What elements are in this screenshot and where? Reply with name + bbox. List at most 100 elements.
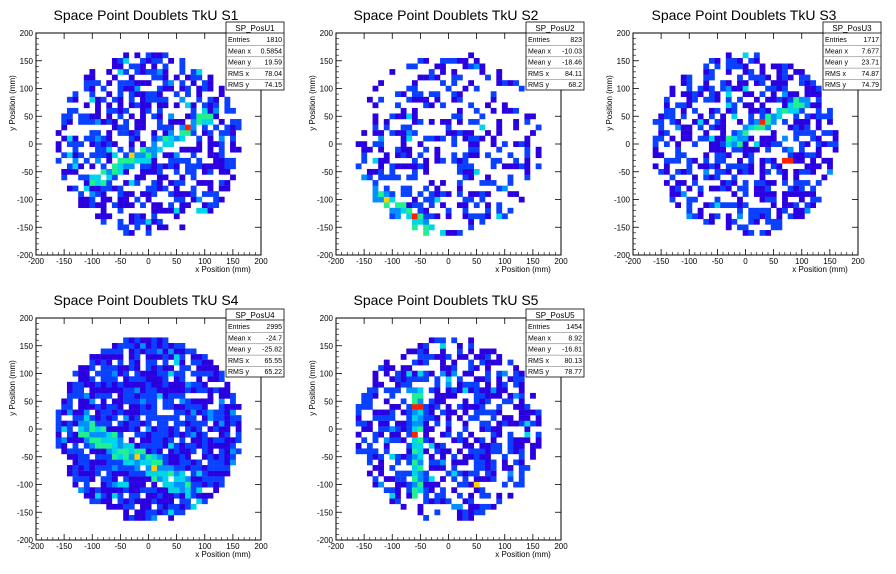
heatmap-cell: [123, 465, 130, 471]
heatmap-cell: [128, 409, 135, 416]
heatmap-cell: [787, 213, 794, 220]
heatmap-cell: [196, 74, 203, 81]
heatmap-cell: [411, 487, 418, 494]
heatmap-cell: [207, 481, 214, 488]
x-tick-label: -150: [56, 257, 73, 266]
heatmap-cell: [162, 96, 169, 103]
heatmap-cell: [663, 130, 670, 136]
heatmap-cell: [518, 381, 525, 388]
heatmap-cell: [111, 342, 118, 349]
heatmap-cell: [230, 135, 236, 142]
heatmap-cell: [95, 354, 101, 360]
heatmap-cell: [417, 398, 424, 405]
heatmap-cell: [78, 392, 85, 399]
heatmap-cell: [151, 437, 158, 444]
heatmap-cell: [151, 146, 158, 153]
heatmap-cell: [406, 442, 413, 449]
x-tick-label: 0: [743, 257, 748, 266]
heatmap-cell: [513, 163, 520, 170]
heatmap-cell: [168, 342, 175, 349]
y-tick-label: -150: [614, 223, 631, 232]
heatmap-cell: [355, 409, 362, 416]
x-tick-label: -150: [356, 257, 373, 266]
heatmap-cell: [518, 163, 525, 170]
heatmap-cell: [530, 448, 536, 455]
heatmap-cell: [162, 152, 169, 159]
heatmap-cell: [106, 426, 113, 432]
heatmap-cell: [100, 354, 107, 360]
heatmap-cell: [230, 453, 236, 460]
heatmap-cell: [400, 163, 407, 170]
heatmap-cell: [117, 69, 124, 75]
heatmap-cell: [417, 437, 424, 444]
heatmap-cell: [179, 476, 186, 482]
heatmap-cell: [168, 163, 175, 170]
heatmap-cell: [201, 124, 208, 131]
heatmap-cell: [230, 459, 236, 466]
heatmap-cell: [111, 381, 118, 388]
heatmap-cell: [417, 207, 424, 214]
heatmap-cell: [411, 404, 418, 410]
heatmap-cell: [383, 370, 390, 377]
heatmap-cell: [798, 168, 805, 175]
heatmap-cell: [479, 348, 486, 355]
heatmap-cell: [173, 381, 180, 388]
heatmap-cell: [213, 470, 220, 477]
x-tick-label: 0: [146, 257, 151, 266]
heatmap-cell: [173, 168, 180, 175]
heatmap-cell: [151, 135, 158, 142]
heatmap-cell: [462, 130, 469, 136]
heatmap-cell: [389, 465, 396, 471]
heatmap-cell: [383, 420, 390, 427]
heatmap-cell: [128, 135, 135, 142]
heatmap-cell: [196, 91, 203, 98]
heatmap-cell: [675, 141, 682, 147]
heatmap-cell: [95, 102, 101, 109]
heatmap-cell: [190, 442, 197, 449]
heatmap-cell: [417, 91, 424, 98]
heatmap-cell: [128, 404, 135, 410]
x-tick-label: 100: [198, 257, 212, 266]
x-tick-label: 0: [446, 257, 451, 266]
heatmap-cell: [128, 459, 135, 466]
heatmap-cell: [440, 448, 446, 455]
y-axis-label: y Position (mm): [308, 360, 317, 416]
heatmap-cell: [213, 426, 220, 432]
heatmap-cell: [804, 91, 811, 98]
heatmap-cell: [759, 107, 766, 114]
heatmap-cell: [145, 96, 152, 103]
heatmap-cell: [451, 74, 458, 81]
heatmap-cell: [218, 180, 225, 186]
heatmap-cell: [207, 448, 214, 455]
heatmap-cell: [496, 80, 503, 86]
heatmap-cell: [95, 185, 101, 192]
heatmap-cell: [106, 415, 113, 421]
heatmap-cell: [95, 135, 101, 142]
heatmap-cell: [173, 348, 180, 355]
heatmap-cell: [417, 415, 424, 421]
heatmap-cell: [787, 202, 794, 209]
heatmap-cell: [372, 141, 379, 147]
heatmap-cell: [411, 492, 418, 499]
heatmap-cell: [162, 431, 169, 438]
heatmap-cell: [128, 102, 135, 109]
heatmap-cell: [428, 135, 435, 142]
heatmap-cell: [720, 124, 727, 131]
heatmap-cell: [490, 96, 497, 103]
heatmap-cell: [111, 365, 118, 371]
heatmap-cell: [428, 74, 435, 81]
heatmap-cell: [776, 85, 783, 92]
heatmap-cell: [224, 185, 231, 192]
heatmap-cell: [714, 202, 721, 209]
heatmap-cell: [117, 102, 124, 109]
heatmap-cell: [117, 342, 124, 349]
heatmap-cell: [207, 141, 214, 147]
heatmap-cell: [190, 113, 197, 120]
stat-value: 2995: [266, 324, 282, 331]
heatmap-cell: [168, 392, 175, 399]
heatmap-cell: [827, 163, 833, 170]
stat-value: 19.59: [264, 60, 282, 67]
heatmap-cell: [518, 387, 525, 394]
